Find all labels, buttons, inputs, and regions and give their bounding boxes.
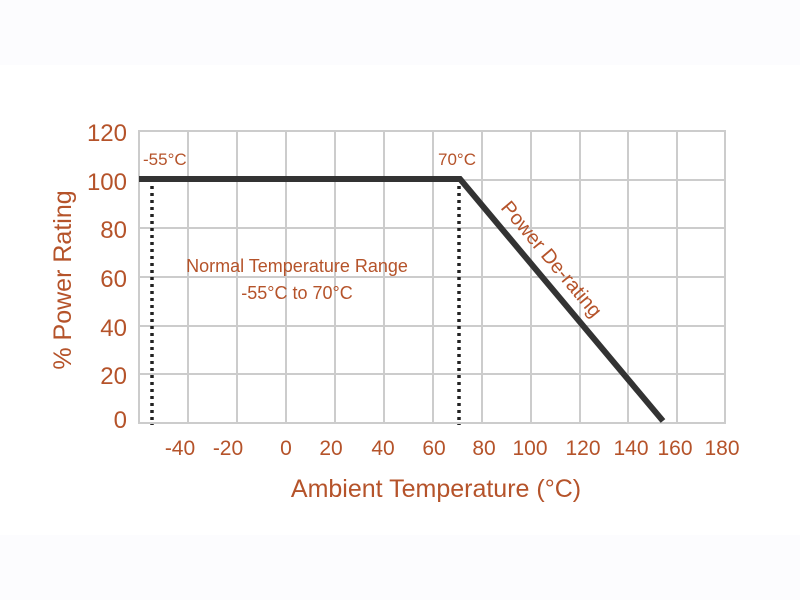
x-axis-title: Ambient Temperature (°C) (291, 475, 581, 503)
svg-text:40: 40 (100, 315, 127, 342)
svg-text:60: 60 (100, 266, 127, 293)
svg-text:100: 100 (87, 169, 127, 196)
marker-label-right: 70°C (438, 150, 476, 169)
svg-text:-20: -20 (213, 437, 243, 460)
svg-text:80: 80 (100, 217, 127, 244)
marker-label-left: -55°C (143, 150, 187, 169)
y-axis-title: % Power Rating (49, 190, 77, 369)
svg-text:60: 60 (422, 437, 445, 460)
svg-text:20: 20 (319, 437, 342, 460)
svg-text:180: 180 (704, 437, 739, 460)
x-tick-labels: -40 -20 0 20 40 60 80 100 120 140 160 18… (165, 437, 740, 460)
derating-annotation: Power De-rating (496, 197, 606, 322)
svg-text:160: 160 (657, 437, 692, 460)
svg-text:-40: -40 (165, 437, 195, 460)
svg-text:0: 0 (114, 407, 127, 434)
svg-text:140: 140 (613, 437, 648, 460)
svg-text:40: 40 (371, 437, 394, 460)
svg-text:20: 20 (100, 363, 127, 390)
svg-text:0: 0 (280, 437, 292, 460)
grid (138, 130, 726, 424)
derating-curve (139, 176, 666, 423)
y-tick-labels: 120 100 80 60 40 20 0 (87, 120, 127, 434)
svg-text:80: 80 (472, 437, 495, 460)
svg-text:120: 120 (565, 437, 600, 460)
svg-text:100: 100 (512, 437, 547, 460)
chart-background (0, 65, 800, 535)
svg-text:120: 120 (87, 120, 127, 147)
range-annotation-line2: -55°C to 70°C (241, 283, 352, 303)
range-annotation-line1: Normal Temperature Range (186, 256, 408, 276)
